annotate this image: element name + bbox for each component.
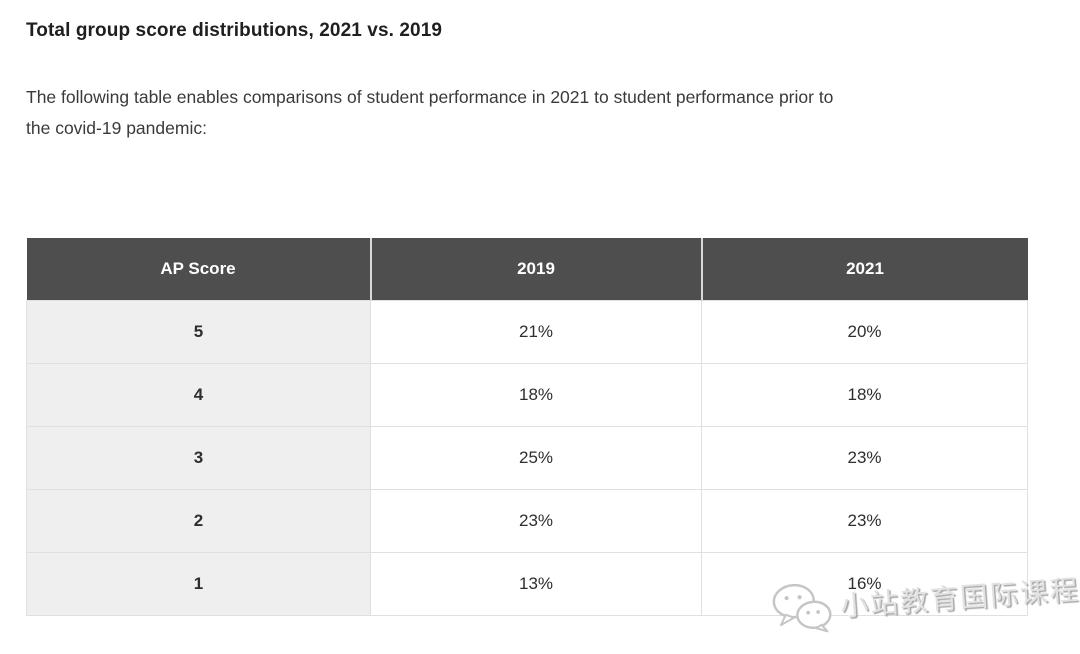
table-header-row: AP Score 2019 2021 [26, 238, 1028, 300]
ap-score-cell: 4 [26, 362, 371, 427]
header-2021: 2021 [700, 238, 1028, 300]
ap-score-cell: 3 [26, 425, 371, 490]
pct-2021-cell: 23% [701, 488, 1028, 553]
ap-score-cell: 1 [26, 551, 371, 616]
pct-2019-cell: 13% [370, 551, 702, 616]
header-ap-score: AP Score [26, 238, 371, 300]
pct-2019-cell: 18% [370, 362, 702, 427]
table-row: 2 23% 23% [26, 488, 1028, 553]
pct-2019-cell: 21% [370, 299, 702, 364]
ap-score-cell: 5 [26, 299, 371, 364]
pct-2021-cell: 18% [701, 362, 1028, 427]
table-row: 5 21% 20% [26, 299, 1028, 364]
intro-line-2: the covid-19 pandemic: [26, 118, 207, 138]
intro-paragraph: The following table enables comparisons … [26, 82, 1054, 144]
table-row: 1 13% 16% [26, 551, 1028, 616]
table-row: 4 18% 18% [26, 362, 1028, 427]
ap-score-cell: 2 [26, 488, 371, 553]
pct-2019-cell: 23% [370, 488, 702, 553]
intro-line-1: The following table enables comparisons … [26, 87, 834, 107]
pct-2021-cell: 16% [701, 551, 1028, 616]
header-2019: 2019 [369, 238, 702, 300]
pct-2021-cell: 23% [701, 425, 1028, 490]
page-title: Total group score distributions, 2021 vs… [26, 20, 443, 41]
pct-2019-cell: 25% [370, 425, 702, 490]
score-distribution-table: AP Score 2019 2021 5 21% 20% 4 18% 18% 3… [26, 238, 1028, 616]
pct-2021-cell: 20% [701, 299, 1028, 364]
table-row: 3 25% 23% [26, 425, 1028, 490]
